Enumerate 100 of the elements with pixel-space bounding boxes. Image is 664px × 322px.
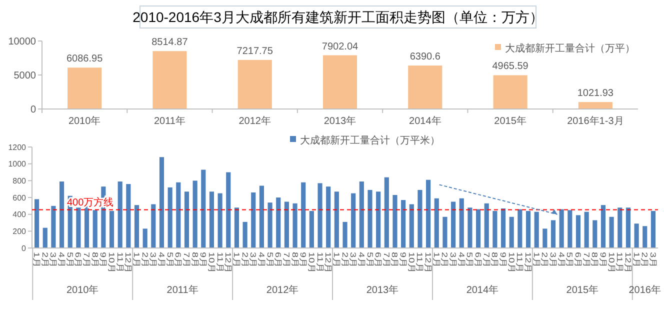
bar [268, 202, 272, 248]
bar [559, 209, 564, 248]
bar [609, 216, 614, 248]
x-tick-label: 2014年 [409, 115, 442, 127]
bar [376, 192, 381, 248]
bar [334, 192, 339, 248]
bar [484, 203, 489, 248]
bar [59, 182, 64, 248]
bar [34, 199, 40, 248]
bar [618, 208, 622, 248]
bar [326, 186, 331, 248]
bar [234, 208, 239, 248]
bar [126, 184, 131, 248]
y-tick-label: 200 [12, 226, 27, 236]
bar [642, 226, 648, 248]
data-label: 7902.04 [322, 41, 359, 52]
bar [418, 190, 422, 248]
bar [409, 204, 414, 248]
y-tick-label: 800 [12, 176, 27, 186]
bar [309, 210, 314, 248]
bar [401, 200, 406, 248]
bar [322, 55, 358, 109]
x-tick-label: 2016年1-3月 [567, 115, 624, 127]
bar [451, 202, 456, 248]
bar [226, 172, 231, 248]
bar [534, 212, 539, 248]
bar [568, 210, 572, 248]
bar [51, 206, 56, 248]
bar [284, 202, 289, 248]
bar [118, 182, 122, 248]
bar [509, 216, 514, 248]
bar [576, 215, 581, 248]
text: 2014年 [466, 284, 499, 296]
bar [151, 204, 156, 248]
bar [650, 210, 656, 248]
data-label: 6086.95 [66, 54, 104, 65]
bar [634, 224, 639, 248]
y-tick-label: 0 [22, 244, 27, 253]
y-tick-label: 400 [12, 210, 27, 220]
x-tick-label: 2010年 [68, 115, 101, 127]
bar [550, 220, 556, 248]
bar [134, 205, 140, 248]
data-label: 7217.75 [236, 46, 274, 57]
bar [459, 198, 464, 248]
bar [168, 187, 172, 248]
chart-title: 2010-2016年3月大成都所有建筑新开工面积走势图（单位：万方） [132, 9, 544, 25]
bar [201, 170, 206, 248]
x-tick-label: 2015年 [494, 115, 526, 127]
bar [351, 193, 356, 248]
bar [493, 75, 528, 109]
text: 2013年 [366, 284, 399, 296]
bar [192, 180, 198, 248]
bar [408, 66, 442, 109]
data-label: 4965.59 [492, 61, 529, 72]
bar [442, 216, 448, 248]
text: 2010年 [66, 284, 99, 296]
bar [626, 208, 631, 248]
bar [468, 208, 472, 248]
bar [476, 209, 481, 248]
bar [92, 210, 98, 248]
legend-label: 大成都新开工量合计（万平米） [300, 134, 440, 146]
y-tick-label: 10000 [8, 36, 36, 48]
bar [84, 206, 90, 248]
bar [518, 209, 522, 248]
bar [426, 180, 431, 248]
x-tick-label: 2013年 [324, 115, 356, 127]
bar [342, 222, 348, 248]
bar [542, 228, 548, 248]
bar [42, 228, 48, 248]
data-label: 8514.87 [152, 37, 188, 48]
bar [600, 205, 606, 248]
y-tick-label: 600 [12, 193, 27, 202]
bar [292, 203, 298, 248]
bar [584, 212, 589, 248]
bar [318, 183, 322, 248]
bar [276, 198, 281, 248]
bar [218, 193, 222, 248]
data-label: 1021.93 [577, 88, 614, 100]
legend-label: 大成都新开工量合计（万平） [505, 42, 635, 54]
text: 2015年 [566, 284, 599, 296]
bar [238, 60, 272, 109]
bar [152, 51, 187, 109]
x-tick-label: 2011年 [154, 115, 186, 127]
y-tick-label: 1000 [8, 160, 27, 169]
bar [434, 198, 439, 248]
text: 2016年 [628, 284, 662, 296]
bar [301, 182, 306, 248]
bar [242, 222, 248, 248]
bar [68, 68, 102, 109]
bar [259, 186, 264, 248]
y-tick-label: 0 [30, 104, 36, 116]
bar [492, 210, 498, 248]
bar [142, 228, 148, 248]
bar [176, 182, 181, 248]
bar [526, 210, 531, 248]
bar [384, 177, 389, 248]
x-tick-label: 2012年 [238, 115, 271, 127]
bar [368, 190, 372, 248]
bar [251, 192, 256, 248]
y-tick-label: 1200 [8, 142, 27, 152]
